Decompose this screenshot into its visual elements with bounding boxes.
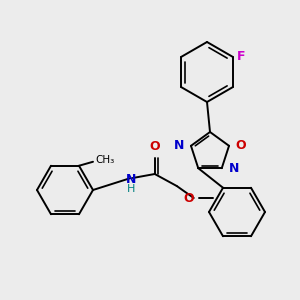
Text: N: N bbox=[174, 139, 184, 152]
Text: O: O bbox=[235, 139, 246, 152]
Text: H: H bbox=[127, 184, 135, 194]
Text: CH₃: CH₃ bbox=[95, 155, 114, 165]
Text: N: N bbox=[229, 162, 239, 175]
Text: N: N bbox=[126, 173, 136, 186]
Text: O: O bbox=[183, 191, 194, 205]
Text: O: O bbox=[149, 140, 160, 153]
Text: F: F bbox=[237, 50, 245, 64]
